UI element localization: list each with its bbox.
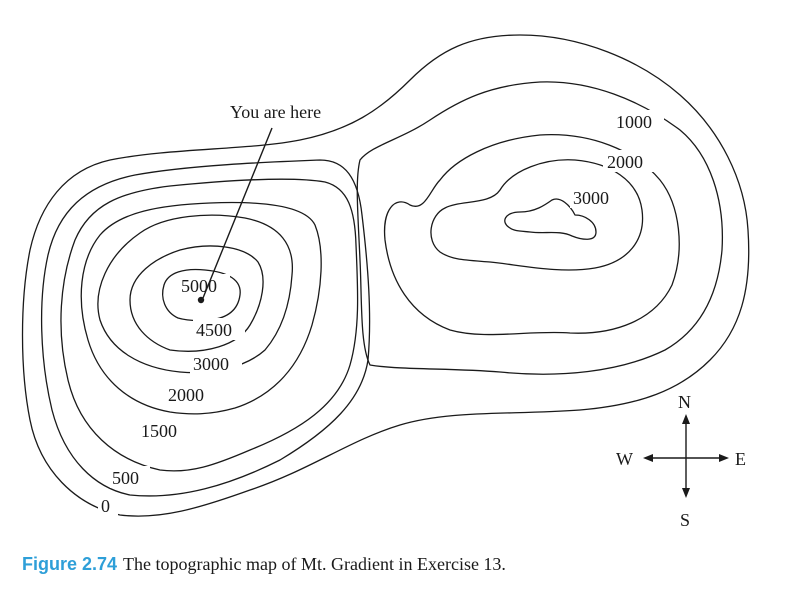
south-arrow-icon [682, 488, 690, 498]
figure-caption: Figure 2.74 The topographic map of Mt. Gr… [22, 554, 506, 575]
contour-0 [21, 34, 750, 517]
label-2000-west: 2000 [168, 385, 204, 405]
north-arrow-icon [682, 414, 690, 424]
contour-3000-west [97, 214, 294, 374]
you-are-here-label: You are here [230, 102, 321, 122]
label-3000-east: 3000 [573, 188, 609, 208]
compass-south-label: S [680, 510, 690, 530]
label-1000: 1000 [616, 112, 652, 132]
compass-west-label: W [616, 449, 633, 469]
label-500: 500 [112, 468, 139, 488]
compass-east-label: E [735, 449, 746, 469]
caption-text: The topographic map of Mt. Gradient in E… [123, 554, 506, 574]
west-arrow-icon [643, 454, 653, 462]
label-5000: 5000 [181, 276, 217, 296]
contour-2000-east [383, 134, 680, 336]
contour-1000 [356, 81, 724, 375]
compass-rose: N S E W [616, 392, 746, 530]
east-arrow-icon [719, 454, 729, 462]
contour-2000 [80, 201, 322, 415]
label-4500: 4500 [196, 320, 232, 340]
compass-north-label: N [678, 392, 691, 412]
contour-500 [40, 159, 371, 497]
label-2000-east: 2000 [607, 152, 643, 172]
you-are-here-dot-icon [197, 296, 205, 304]
you-are-here-leader-line [202, 127, 273, 299]
label-1500: 1500 [141, 421, 177, 441]
label-0: 0 [101, 496, 110, 516]
contour-2500-east [430, 159, 644, 271]
contour-1500 [60, 178, 359, 472]
contour-3000-east [504, 198, 597, 240]
topographic-map: 1000 2000 3000 5000 4500 3000 2000 1500 … [21, 34, 750, 530]
label-3000-west: 3000 [193, 354, 229, 374]
figure-label: Figure 2.74 [22, 554, 118, 574]
